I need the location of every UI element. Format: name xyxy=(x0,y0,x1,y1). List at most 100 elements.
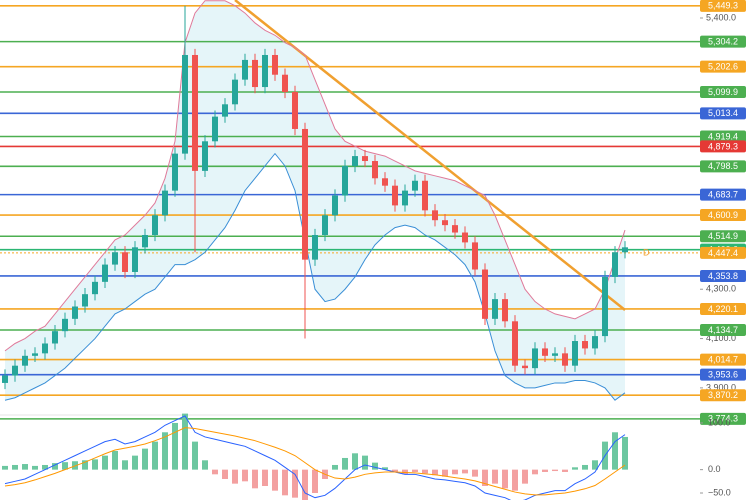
candle-body xyxy=(432,210,438,221)
histogram-bar xyxy=(332,464,338,470)
candle-body xyxy=(132,247,138,272)
histogram-bar xyxy=(102,455,108,470)
candle-body xyxy=(622,247,628,253)
candle-body xyxy=(212,116,218,142)
histogram-bar xyxy=(162,432,168,470)
histogram-bar xyxy=(522,469,528,484)
candle-body xyxy=(562,353,568,366)
level-label: 4,220.1 xyxy=(708,304,738,314)
candle-body xyxy=(392,185,398,206)
level-label: 3,953.6 xyxy=(708,370,738,380)
candle-body xyxy=(32,353,38,356)
histogram-bar xyxy=(452,469,458,475)
candle-body xyxy=(322,215,328,235)
candle-body xyxy=(362,156,368,162)
histogram-bar xyxy=(362,455,368,470)
histogram-bar xyxy=(432,469,438,476)
macd-line xyxy=(4,415,626,500)
level-label: 4,798.5 xyxy=(708,161,738,171)
level-badge xyxy=(700,302,746,315)
upper-band xyxy=(4,0,626,352)
histogram-bar xyxy=(342,457,348,470)
level-badge xyxy=(700,160,746,173)
level-badge xyxy=(700,188,746,201)
histogram-bar xyxy=(92,459,98,470)
candle-body xyxy=(252,59,258,88)
histogram-bar xyxy=(592,460,598,470)
y-tick-label: 4,100.0 xyxy=(706,333,736,343)
histogram-bar xyxy=(112,450,118,470)
candle-body xyxy=(82,294,88,307)
lower-band xyxy=(4,152,626,401)
candle-body xyxy=(372,161,378,179)
level-label: 5,013.4 xyxy=(708,108,738,118)
histogram-bar xyxy=(122,460,128,470)
candle-body xyxy=(602,276,608,337)
histogram-bar xyxy=(512,469,518,491)
level-label: 4,919.4 xyxy=(708,131,738,141)
candle-body xyxy=(532,348,538,369)
candle-body xyxy=(462,232,468,243)
histogram-bar xyxy=(502,469,508,489)
level-badge xyxy=(700,0,746,12)
candle-body xyxy=(582,341,588,349)
candle-body xyxy=(542,348,548,356)
histogram-bar xyxy=(252,469,258,489)
histogram-bar xyxy=(22,464,28,470)
candle-body xyxy=(502,299,508,322)
candle-body xyxy=(472,242,478,270)
histogram-bar xyxy=(472,469,478,477)
level-label: 5,449.3 xyxy=(708,1,738,11)
histogram-bar xyxy=(32,465,38,470)
candle-body xyxy=(452,225,458,233)
histogram-bar xyxy=(42,464,48,470)
level-label: 5,304.2 xyxy=(708,36,738,46)
level-badge xyxy=(700,246,746,259)
level-badge xyxy=(700,269,746,282)
annotation: D xyxy=(643,247,650,257)
histogram-bar xyxy=(272,469,278,491)
candle-body xyxy=(172,153,178,191)
level-badge xyxy=(700,389,746,402)
candle-body xyxy=(72,306,78,319)
histogram-bar xyxy=(312,469,318,493)
histogram-bar xyxy=(302,469,308,500)
candle-body xyxy=(222,104,228,117)
histogram-bar xyxy=(2,465,8,470)
level-badge xyxy=(700,209,746,222)
candle-body xyxy=(12,365,18,376)
candle-body xyxy=(232,79,238,105)
histogram-bar xyxy=(242,469,248,482)
histogram-bar xyxy=(372,462,378,470)
candle-body xyxy=(112,252,118,265)
candle-body xyxy=(122,252,128,272)
histogram-bar xyxy=(382,467,388,470)
level-label: 4,683.7 xyxy=(708,190,738,200)
candle-body xyxy=(162,190,168,216)
histogram-bar xyxy=(392,469,398,472)
level-badge xyxy=(700,368,746,381)
candle-body xyxy=(242,59,248,80)
histogram-bar xyxy=(232,469,238,484)
candle-body xyxy=(92,281,98,295)
histogram-bar xyxy=(152,441,158,470)
level-badge xyxy=(700,86,746,99)
candle-body xyxy=(262,54,268,88)
candle-body xyxy=(512,321,518,366)
candle-body xyxy=(412,180,418,191)
macd-tick-label: 0.0 xyxy=(708,464,721,474)
candle-body xyxy=(332,195,338,216)
level-badge xyxy=(700,107,746,120)
y-tick-label: 3,900.0 xyxy=(706,382,736,392)
histogram-bar xyxy=(282,469,288,496)
candle-body xyxy=(482,269,488,319)
candle-body xyxy=(62,318,68,332)
histogram-bar xyxy=(262,469,268,486)
candle-body xyxy=(402,190,408,206)
candle-body xyxy=(422,180,428,211)
candle-body xyxy=(202,141,208,171)
signal-line xyxy=(4,427,626,496)
candle-body xyxy=(152,215,158,235)
candle-body xyxy=(552,353,558,356)
candle-body xyxy=(22,355,28,366)
